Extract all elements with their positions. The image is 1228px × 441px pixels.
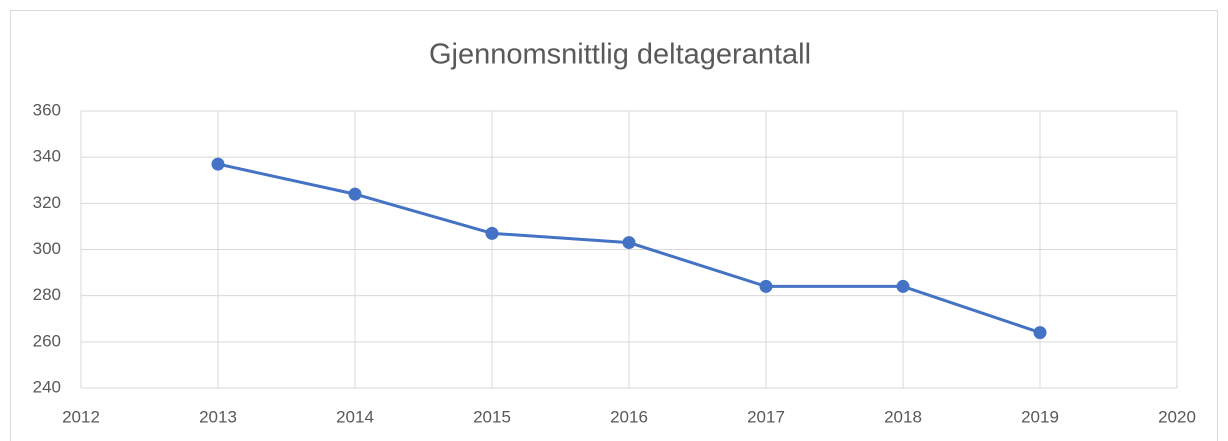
x-tick-label: 2018 (884, 407, 922, 426)
y-tick-label: 280 (33, 285, 61, 304)
x-tick-label: 2017 (747, 407, 785, 426)
y-tick-label: 360 (33, 100, 61, 119)
x-tick-label: 2015 (473, 407, 511, 426)
x-tick-label: 2014 (336, 407, 374, 426)
marker (485, 226, 499, 240)
chart-border (10, 10, 1218, 441)
chart-title: Gjennomsnittlig deltagerantall (429, 39, 811, 71)
y-tick-label: 240 (33, 377, 61, 396)
y-tick-label: 320 (33, 193, 61, 212)
marker (896, 279, 910, 293)
x-tick-label: 2020 (1158, 407, 1196, 426)
marker (211, 157, 225, 171)
y-tick-label: 300 (33, 239, 61, 258)
marker (622, 236, 636, 250)
x-tick-label: 2016 (610, 407, 648, 426)
y-tick-label: 340 (33, 147, 61, 166)
marker (348, 187, 362, 201)
x-tick-label: 2019 (1021, 407, 1059, 426)
marker (759, 279, 773, 293)
y-tick-label: 260 (33, 331, 61, 350)
marker (1033, 326, 1047, 340)
x-tick-label: 2013 (199, 407, 237, 426)
x-tick-label: 2012 (62, 407, 100, 426)
